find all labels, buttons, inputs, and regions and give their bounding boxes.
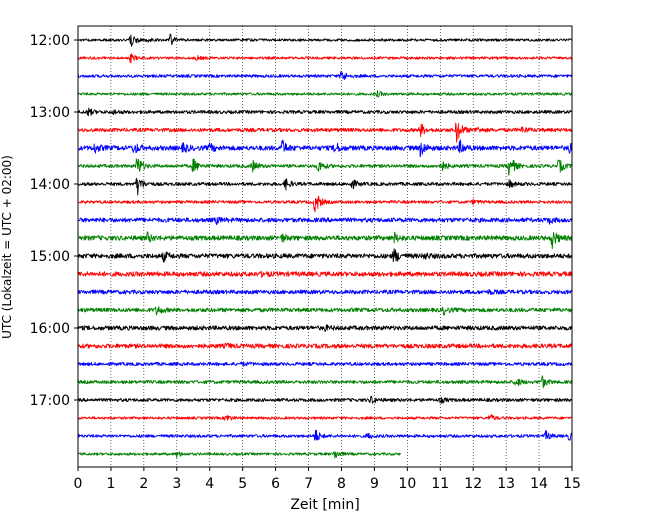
y-tick-label: 15:00 bbox=[30, 249, 70, 265]
trace-1715 bbox=[77, 414, 573, 421]
trace-1200 bbox=[77, 33, 573, 47]
x-axis-label: Zeit [min] bbox=[290, 497, 359, 513]
trace-1745 bbox=[77, 451, 402, 459]
x-tick-label: 3 bbox=[172, 476, 181, 492]
trace-1730 bbox=[77, 429, 573, 441]
y-axis-label: UTC (Lokalzeit = UTC + 02:00) bbox=[0, 155, 14, 339]
x-tick-label: 4 bbox=[205, 476, 214, 492]
trace-1345 bbox=[77, 158, 573, 176]
y-tick-label: 13:00 bbox=[30, 105, 70, 121]
y-tick-label: 12:00 bbox=[30, 33, 70, 49]
x-tick-label: 14 bbox=[530, 476, 548, 492]
trace-1645 bbox=[77, 375, 573, 389]
x-axis-ticks: 0 1 2 3 4 5 6 7 8 9 10 11 12 13 14 15 bbox=[74, 467, 581, 492]
x-tick-label: 11 bbox=[431, 476, 449, 492]
x-tick-label: 7 bbox=[304, 476, 313, 492]
x-tick-label: 12 bbox=[464, 476, 482, 492]
trace-1500 bbox=[77, 248, 573, 263]
y-axis-ticks: 12:00 13:00 14:00 15:00 16:00 17:00 bbox=[30, 33, 78, 409]
x-tick-label: 15 bbox=[563, 476, 581, 492]
trace-1445 bbox=[77, 231, 573, 250]
x-tick-label: 5 bbox=[238, 476, 247, 492]
trace-1245 bbox=[77, 89, 573, 98]
trace-1215 bbox=[77, 53, 573, 64]
trace-1330 bbox=[77, 139, 573, 158]
trace-1700 bbox=[77, 395, 573, 404]
x-tick-label: 2 bbox=[139, 476, 148, 492]
trace-1230 bbox=[77, 71, 573, 81]
trace-1400 bbox=[77, 177, 573, 196]
x-tick-label: 13 bbox=[497, 476, 515, 492]
trace-1415 bbox=[77, 195, 573, 213]
trace-1545 bbox=[77, 306, 573, 316]
y-tick-label: 14:00 bbox=[30, 177, 70, 193]
trace-1600 bbox=[77, 324, 573, 332]
plot-frame bbox=[77, 25, 573, 468]
trace-1430 bbox=[77, 216, 573, 225]
x-tick-label: 10 bbox=[398, 476, 416, 492]
trace-1530 bbox=[77, 288, 573, 296]
x-tick-label: 1 bbox=[106, 476, 115, 492]
seismic-traces bbox=[77, 33, 573, 459]
y-tick-label: 17:00 bbox=[30, 393, 70, 409]
x-tick-label: 8 bbox=[337, 476, 346, 492]
trace-1300 bbox=[77, 107, 573, 117]
x-tick-label: 6 bbox=[271, 476, 280, 492]
trace-1615 bbox=[77, 342, 573, 349]
trace-1515 bbox=[77, 270, 573, 278]
trace-1630 bbox=[77, 361, 573, 367]
y-tick-label: 16:00 bbox=[30, 321, 70, 337]
x-tick-label: 0 bbox=[74, 476, 83, 492]
x-tick-label: 9 bbox=[370, 476, 379, 492]
trace-1315 bbox=[77, 122, 573, 143]
